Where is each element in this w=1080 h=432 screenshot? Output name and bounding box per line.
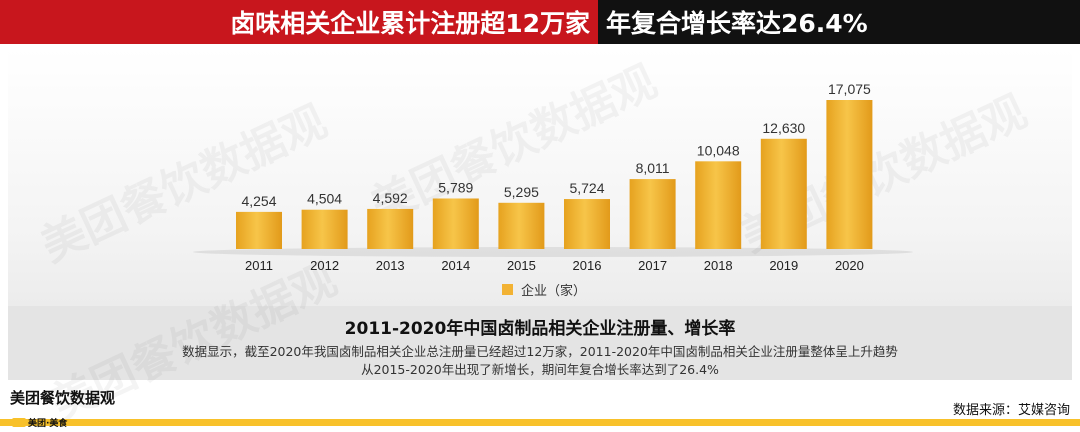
bar-2020 bbox=[826, 100, 873, 249]
bar-2015 bbox=[498, 202, 545, 249]
x-tick-2013: 2013 bbox=[376, 258, 405, 273]
footer-line bbox=[0, 419, 1080, 426]
brand-sub: 美团·美食 bbox=[28, 419, 68, 429]
value-label-2013: 4,592 bbox=[373, 190, 408, 206]
description-box: 美团餐饮数据观 2011-2020年中国卤制品相关企业注册量、增长率 数据显示，… bbox=[8, 254, 1072, 430]
floor-shadow bbox=[193, 247, 913, 257]
title-left: 卤味相关企业累计注册超12万家 bbox=[0, 0, 598, 44]
brand-name: 美团餐饮数据观 bbox=[10, 389, 116, 407]
bar-2014 bbox=[432, 198, 479, 249]
value-label-2014: 5,789 bbox=[438, 179, 473, 195]
bar-2012 bbox=[301, 209, 348, 249]
value-label-2018: 10,048 bbox=[697, 142, 740, 158]
value-label-2015: 5,295 bbox=[504, 184, 539, 200]
bar-2016 bbox=[564, 199, 610, 249]
x-tick-2019: 2019 bbox=[769, 258, 798, 273]
bar-2018 bbox=[695, 161, 742, 249]
brand-logo-icon bbox=[12, 418, 26, 427]
title-right: 年复合增长率达26.4% bbox=[598, 0, 1080, 44]
bar-2019 bbox=[760, 138, 807, 249]
value-label-2020: 17,075 bbox=[828, 81, 871, 97]
legend: 企业（家） bbox=[502, 280, 586, 299]
description-title: 2011-2020年中国卤制品相关企业注册量、增长率 bbox=[344, 319, 736, 339]
x-tick-2017: 2017 bbox=[638, 258, 667, 273]
legend-label: 企业（家） bbox=[521, 284, 587, 299]
x-tick-2015: 2015 bbox=[507, 258, 536, 273]
x-tick-2012: 2012 bbox=[310, 258, 339, 273]
bar-2011 bbox=[236, 211, 282, 249]
x-tick-2014: 2014 bbox=[441, 258, 470, 273]
x-tick-2020: 2020 bbox=[835, 258, 864, 273]
value-label-2012: 4,504 bbox=[307, 191, 342, 207]
bar-2017 bbox=[629, 179, 676, 249]
value-label-2016: 5,724 bbox=[569, 180, 604, 196]
x-tick-2011: 2011 bbox=[245, 258, 273, 273]
value-label-2011: 4,254 bbox=[241, 193, 276, 209]
legend-swatch bbox=[502, 284, 513, 295]
x-tick-2016: 2016 bbox=[573, 258, 602, 273]
description-line-2: 从2015-2020年出现了新增长，期间年复合增长率达到了26.4% bbox=[361, 362, 719, 377]
chart-area: 美团餐饮数据观 美团餐饮数据观 美团餐饮数据观 4,25420114,50420… bbox=[8, 48, 1072, 306]
bar-2013 bbox=[367, 208, 414, 249]
x-tick-2018: 2018 bbox=[704, 258, 733, 273]
title-bar: 卤味相关企业累计注册超12万家 年复合增长率达26.4% bbox=[0, 0, 1080, 44]
value-label-2017: 8,011 bbox=[636, 160, 670, 176]
bar-chart: 4,254 2011 4,504 2012 4,592 2013 5,789 2014 5,29… bbox=[193, 81, 913, 273]
value-label-2019: 12,630 bbox=[762, 120, 805, 136]
data-source: 数据来源：艾媒咨询 bbox=[952, 403, 1070, 418]
description-line-1: 数据显示，截至2020年我国卤制品相关企业总注册量已经超过12万家，2011-2… bbox=[182, 344, 898, 359]
